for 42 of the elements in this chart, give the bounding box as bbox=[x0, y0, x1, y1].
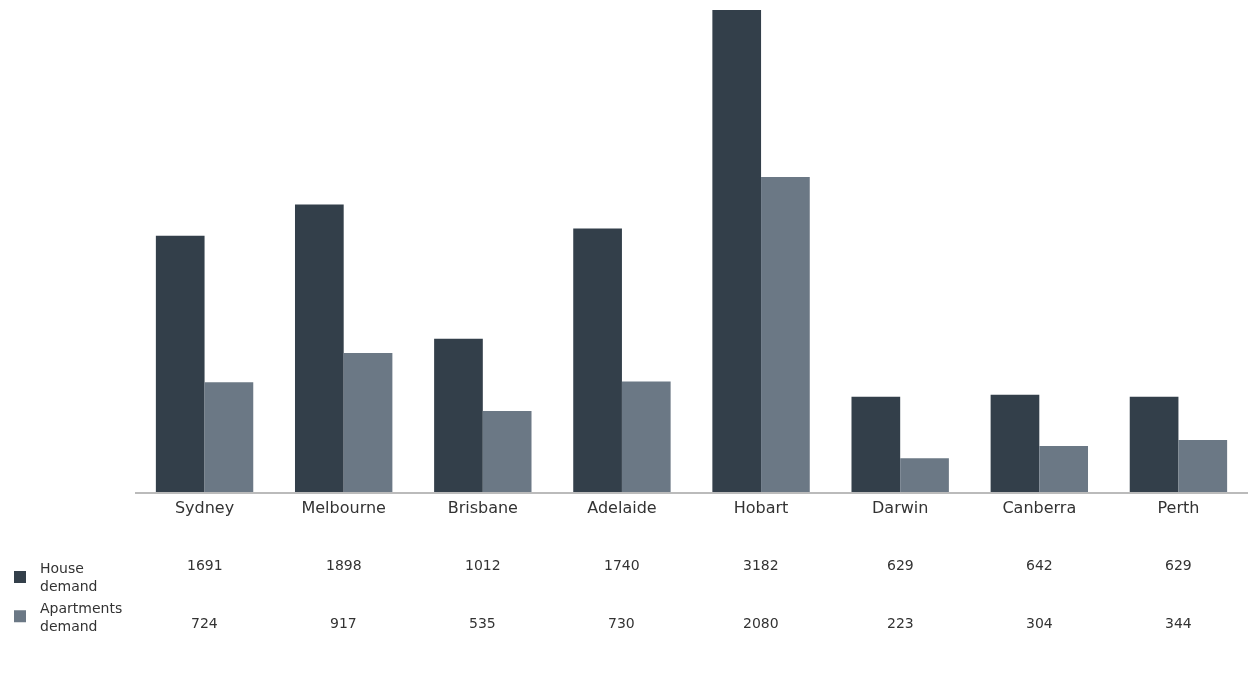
data-label: 2080 bbox=[743, 615, 779, 631]
bar bbox=[1178, 439, 1228, 492]
x-tick-label: Canberra bbox=[1002, 498, 1077, 518]
data-label: 724 bbox=[191, 615, 218, 631]
legend-label: House demand bbox=[40, 560, 98, 595]
data-label: 535 bbox=[469, 615, 496, 631]
data-label: 3182 bbox=[743, 557, 779, 573]
bar bbox=[294, 204, 344, 492]
bar bbox=[712, 10, 762, 492]
bar bbox=[343, 353, 393, 492]
bar bbox=[621, 381, 671, 492]
bar bbox=[900, 458, 949, 492]
bar bbox=[155, 235, 205, 492]
x-tick-label: Hobart bbox=[733, 498, 789, 518]
data-label: 629 bbox=[887, 557, 914, 573]
legend-label: Apartments demand bbox=[40, 599, 123, 634]
data-label: 629 bbox=[1165, 557, 1192, 573]
data-label: 1898 bbox=[326, 557, 362, 573]
data-label: 1740 bbox=[604, 557, 640, 573]
x-tick-label: Darwin bbox=[872, 498, 929, 518]
data-label: 304 bbox=[1026, 615, 1053, 631]
x-tick-label: Perth bbox=[1157, 498, 1200, 518]
x-tick-label: Sydney bbox=[174, 498, 235, 518]
x-tick-label: Brisbane bbox=[447, 498, 518, 518]
bar bbox=[573, 228, 622, 492]
bar bbox=[1129, 396, 1179, 492]
data-label: 642 bbox=[1026, 557, 1053, 573]
data-label: 1691 bbox=[187, 557, 223, 573]
x-tick-label: Adelaide bbox=[587, 498, 657, 518]
data-label: 917 bbox=[330, 615, 357, 631]
data-label: 1012 bbox=[465, 557, 501, 573]
x-tick-label: Melbourne bbox=[301, 498, 386, 518]
bar bbox=[990, 394, 1040, 492]
data-label: 223 bbox=[887, 615, 914, 631]
data-label: 730 bbox=[608, 615, 635, 631]
bar bbox=[482, 410, 532, 492]
bar bbox=[851, 396, 901, 492]
bar bbox=[434, 338, 483, 492]
bar bbox=[204, 382, 254, 492]
bar bbox=[761, 176, 810, 492]
bar bbox=[1039, 445, 1089, 492]
data-label: 344 bbox=[1165, 615, 1192, 631]
